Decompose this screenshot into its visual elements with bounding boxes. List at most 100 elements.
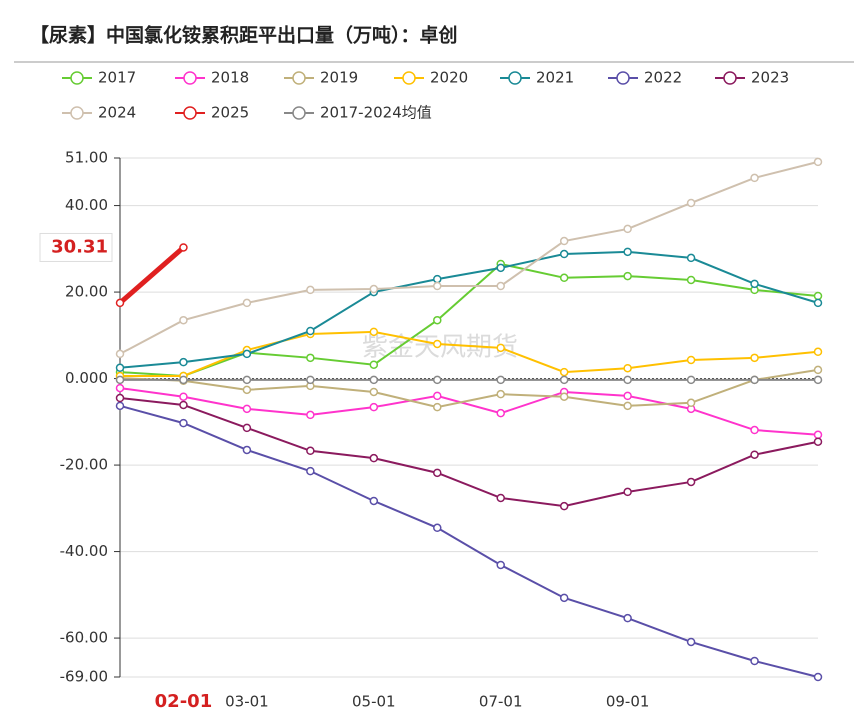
point [813,365,823,375]
point [750,450,759,459]
point [369,375,379,385]
series-line [119,160,819,355]
legend-marker [183,71,197,85]
legend-marker [508,71,522,85]
point [686,637,696,647]
legend-marker [70,106,84,120]
x-tick-label: 09-01 [606,693,650,711]
legend-label: 2023 [751,69,789,87]
point [496,408,505,418]
point [496,493,505,503]
x-tick-label: 03-01 [225,693,269,711]
x-tick-label: 07-01 [479,693,523,711]
point [686,477,696,487]
point [115,375,125,385]
point [559,392,569,401]
point [433,402,442,412]
point [813,430,823,440]
point [559,249,569,259]
point [686,253,696,263]
point [496,263,505,273]
point [369,453,379,463]
point [496,375,505,385]
legend-label: 2025 [211,104,249,122]
legend-marker [292,71,306,85]
point [623,613,632,623]
legend-marker [183,106,197,120]
point [496,281,505,291]
point [306,326,315,336]
point [559,273,569,283]
point [242,349,252,359]
point [686,275,696,285]
point [750,425,759,435]
point [559,236,569,246]
point [433,468,442,478]
point [813,672,823,682]
point [623,363,632,373]
y-tick-label: 20.00 [65,283,108,301]
y-pointer-label: 30.31 [51,236,108,257]
point [115,349,125,359]
y-tick-label: -20.00 [60,456,108,474]
point [433,523,442,533]
point [433,375,442,385]
point [750,656,759,666]
point [623,375,632,385]
point [813,375,823,385]
point [369,387,379,397]
point [623,271,632,281]
point [559,367,569,377]
point [179,400,188,410]
point [242,298,252,308]
point [813,298,823,308]
y-tick-label: 0.000 [65,369,108,387]
point [496,560,505,570]
series-line [119,404,819,678]
legend-label: 2017 [98,69,136,87]
point [115,401,125,411]
y-tick-label: 40.00 [65,196,108,214]
point [242,404,252,414]
point [559,375,569,385]
point [559,501,569,511]
point [623,247,632,257]
point [623,487,632,497]
point [813,157,823,167]
point [369,284,379,294]
legend-label: 2018 [211,69,249,87]
point [750,353,759,363]
point [306,285,315,295]
legend-marker [616,71,630,85]
series-line [119,262,819,377]
point [306,375,315,385]
point [179,357,188,367]
y-pointer-bg [39,232,113,262]
series-line [119,387,819,436]
point [750,279,759,289]
point [115,393,125,403]
x-pointer-bg [147,689,220,715]
series-line [119,368,819,409]
point [306,353,315,363]
point [433,274,442,284]
legend-label: 2019 [320,69,358,87]
y-tick-label: -69.00 [60,668,108,686]
point [242,385,252,395]
legend-label: 2017-2024均值 [320,104,432,122]
point [369,402,379,412]
point [686,355,696,365]
point [242,445,252,455]
point [686,198,696,208]
point [115,363,125,373]
point [623,391,632,401]
y-tick-label: -40.00 [60,542,108,560]
point [115,383,125,393]
point [496,389,505,399]
point [369,496,379,506]
point [750,173,759,183]
point [623,224,632,234]
x-pointer-label: 02-01 [155,691,213,712]
point [433,315,442,325]
